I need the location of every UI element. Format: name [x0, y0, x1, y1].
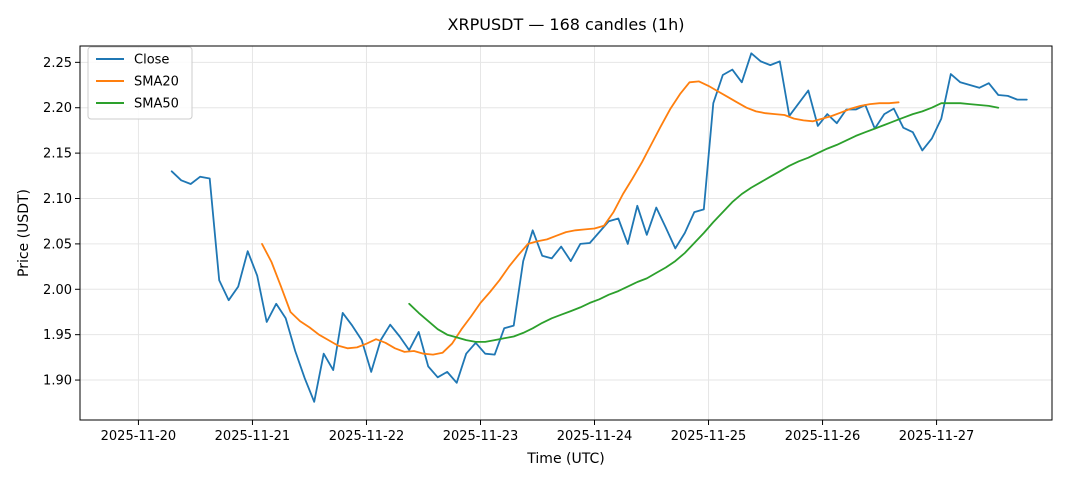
y-tick-label: 2.15 — [43, 147, 72, 162]
plot-series — [170, 52, 1028, 403]
grid — [80, 46, 1052, 420]
series-line-close — [170, 52, 1028, 403]
x-tick-label: 2025-11-20 — [101, 429, 177, 444]
series-line-sma50 — [408, 102, 1000, 343]
x-tick-label: 2025-11-25 — [671, 429, 747, 444]
y-axis-label: Price (USDT) — [16, 189, 32, 277]
x-tick-label: 2025-11-22 — [329, 429, 405, 444]
y-tick-label: 2.20 — [43, 101, 72, 116]
series-line-sma20 — [261, 80, 900, 356]
x-tick-label: 2025-11-26 — [785, 429, 861, 444]
legend: Close SMA20 SMA50 — [87, 46, 193, 120]
x-axis: 2025-11-20 2025-11-21 2025-11-22 2025-11-23… — [101, 420, 975, 444]
legend-label: SMA50 — [134, 97, 179, 112]
legend-box — [87, 46, 193, 120]
legend-label: Close — [134, 53, 169, 68]
y-axis: 1.90 1.95 2.00 2.05 2.10 2.15 2.20 2.25 — [43, 56, 80, 389]
y-tick-label: 2.05 — [43, 237, 72, 252]
y-tick-label: 2.10 — [43, 192, 72, 207]
y-tick-label: 2.25 — [43, 56, 72, 71]
x-tick-label: 2025-11-23 — [443, 429, 519, 444]
chart-title: XRPUSDT — 168 candles (1h) — [448, 15, 685, 34]
legend-label: SMA20 — [134, 75, 179, 90]
x-tick-label: 2025-11-27 — [899, 429, 975, 444]
x-tick-label: 2025-11-21 — [215, 429, 291, 444]
y-tick-label: 1.90 — [43, 374, 72, 389]
x-axis-label: Time (UTC) — [526, 451, 604, 467]
y-tick-label: 1.95 — [43, 328, 72, 343]
x-tick-label: 2025-11-24 — [557, 429, 633, 444]
y-tick-label: 2.00 — [43, 283, 72, 298]
plot-frame — [79, 45, 1053, 421]
